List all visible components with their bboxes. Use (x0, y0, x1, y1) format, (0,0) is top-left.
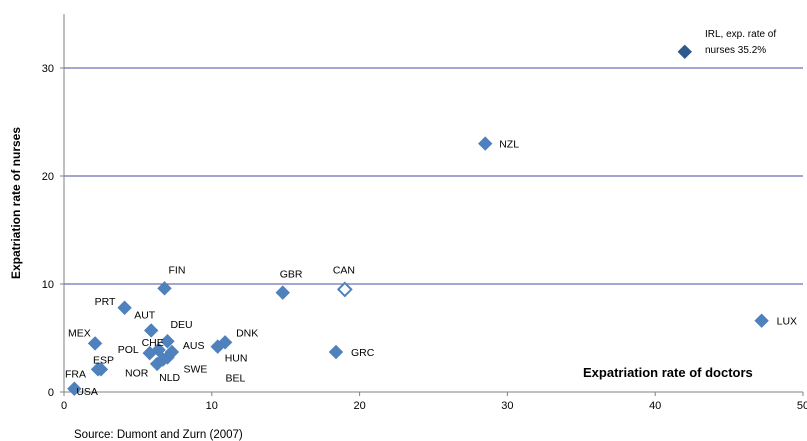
point-label-dnk: DNK (236, 327, 258, 339)
point-irl (677, 44, 692, 60)
point-prt (117, 300, 132, 315)
point-label-lux: LUX (777, 316, 797, 328)
point-label-prt: PRT (95, 296, 116, 308)
point-label-fin: FIN (169, 264, 186, 276)
point-label-nld: NLD (159, 372, 180, 384)
point-label-aus: AUS (183, 340, 205, 352)
irl-annotation-line2: nurses 35.2% (705, 45, 766, 56)
point-label-pol: POL (118, 344, 139, 356)
point-gbr (275, 285, 290, 300)
point-label-usa: USA (76, 386, 98, 398)
point-hun (210, 339, 225, 354)
point-label-deu: DEU (170, 319, 192, 331)
x-tick-label-10: 10 (206, 400, 218, 412)
x-tick-label-50: 50 (797, 400, 807, 412)
point-label-nor: NOR (125, 368, 149, 380)
point-label-can: CAN (333, 264, 355, 276)
point-label-esp: ESP (93, 354, 114, 366)
x-tick-label-20: 20 (353, 400, 365, 412)
y-axis-title: Expatriation rate of nurses (9, 127, 23, 279)
source-note: Source: Dumont and Zurn (2007) (74, 429, 243, 441)
data-points (67, 44, 769, 396)
point-label-hun: HUN (225, 353, 248, 365)
point-lux (754, 313, 769, 328)
irl-annotation-line1: IRL, exp. rate of (705, 29, 776, 40)
axes (60, 14, 804, 396)
point-label-che: CHE (142, 337, 164, 349)
y-tick-label-0: 0 (48, 387, 54, 399)
point-label-fra: FRA (65, 368, 86, 380)
point-label-bel: BEL (226, 373, 246, 385)
point-nzl (478, 136, 493, 151)
x-axis-title: Expatriation rate of doctors (583, 365, 753, 380)
point-grc (328, 344, 344, 360)
point-label-nzl: NZL (499, 139, 519, 151)
y-tick-label-30: 30 (42, 63, 54, 75)
x-tick-label-30: 30 (501, 400, 513, 412)
point-label-grc: GRC (351, 347, 375, 359)
point-label-mex: MEX (68, 327, 91, 339)
tick-labels: 0 10 20 30 0 10 20 30 40 50 (42, 63, 807, 412)
point-fra (90, 362, 106, 377)
y-tick-label-20: 20 (42, 171, 54, 183)
point-aut (143, 323, 159, 338)
point-label-aut: AUT (134, 309, 156, 321)
y-tick-label-10: 10 (42, 279, 54, 291)
point-fin (157, 281, 172, 296)
point-deu (160, 334, 175, 349)
point-usa (67, 381, 82, 396)
x-tick-label-40: 40 (649, 400, 661, 412)
point-label-swe: SWE (183, 363, 207, 375)
point-pol (142, 345, 157, 361)
point-labels: NZL FIN GBR CAN PRT LUX AUT DEU MEX DNK CHE AUS HUN P… (65, 139, 797, 398)
point-mex (87, 336, 103, 351)
gridlines (64, 67, 803, 285)
point-can (336, 281, 353, 298)
x-tick-label-0: 0 (61, 400, 67, 412)
point-label-gbr: GBR (280, 269, 303, 281)
point-nor (155, 352, 171, 367)
